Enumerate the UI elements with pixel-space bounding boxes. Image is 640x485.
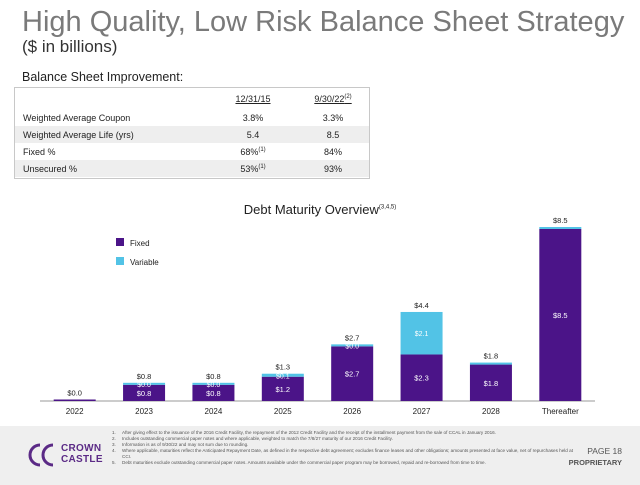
fixed-label-2025: $1.2 — [276, 385, 291, 394]
row-value-2015: 3.8% — [242, 113, 264, 123]
balance-sheet-heading: Balance Sheet Improvement: — [22, 70, 184, 84]
footnote-1: 1. After giving effect to the issuance of… — [112, 430, 496, 435]
row-value-2022: 84% — [323, 147, 342, 157]
row-value-2015: 5.4 — [246, 130, 260, 140]
total-label-2026: $2.7 — [345, 333, 360, 342]
bar-fixed-2026 — [331, 346, 374, 401]
crown-castle-logo-icon — [28, 443, 54, 467]
variable-label-2025: $0.1 — [276, 374, 290, 381]
fixed-label-2023: $0.8 — [137, 389, 152, 398]
bar-fixed-2022 — [53, 399, 96, 401]
footnote-5: 5. Debt maturities exclude outstanding co… — [112, 460, 486, 465]
footnote-4: 4. Where applicable, maturities reflect t… — [112, 448, 573, 459]
variable-label-2026: $0.0 — [345, 343, 359, 350]
bar-variable-2025 — [261, 373, 304, 377]
column-header-2015: 12/31/15 — [235, 94, 271, 104]
bar-variable-2028 — [469, 362, 512, 365]
legend-swatch-fixed — [116, 238, 124, 246]
legend-swatch-variable — [116, 257, 124, 265]
table-row: Weighted Average Life (yrs) 5.4 8.5 — [15, 126, 369, 143]
fixed-label-Thereafter: $8.5 — [553, 311, 568, 320]
table-row: Unsecured % 53%(1) 93% — [15, 160, 369, 177]
page-number: PAGE 18 — [587, 446, 622, 456]
total-label-2023: $0.8 — [137, 372, 152, 381]
row-value-2022: 93% — [323, 164, 342, 174]
balance-sheet-table: 12/31/15 9/30/22(2) Weighted Average Cou… — [14, 87, 370, 179]
row-value-2015: 68%(1) — [240, 147, 266, 157]
category-label-2025: 2025 — [274, 407, 292, 416]
category-label-Thereafter: Thereafter — [542, 407, 579, 416]
variable-label-2024: $0.0 — [207, 382, 221, 389]
bar-fixed-2025 — [261, 376, 304, 401]
bar-fixed-2023 — [123, 384, 166, 401]
variable-label-2027: $2.1 — [415, 331, 429, 338]
footnote-2: 2. Includes outstanding commercial paper … — [112, 436, 393, 441]
logo-wordmark: CROWN CASTLE — [61, 443, 103, 465]
bar-variable-2023 — [123, 382, 166, 385]
bar-fixed-2027 — [400, 354, 443, 401]
fixed-label-2024: $0.8 — [206, 389, 221, 398]
fixed-label-2027: $2.3 — [414, 374, 429, 383]
row-value-2022: 8.5 — [326, 130, 340, 140]
row-value-2015: 53%(1) — [240, 164, 266, 174]
total-label-2025: $1.3 — [276, 363, 291, 372]
page-title: High Quality, Low Risk Balance Sheet Str… — [22, 6, 625, 38]
bar-fixed-2028 — [469, 364, 512, 401]
proprietary-label: PROPRIETARY — [568, 458, 622, 467]
category-label-2024: 2024 — [205, 407, 223, 416]
bar-variable-Thereafter — [539, 227, 582, 229]
row-label: Unsecured % — [23, 164, 78, 174]
total-label-2028: $1.8 — [484, 352, 499, 361]
footer: CROWN CASTLE 1. After giving effect to th… — [0, 426, 640, 485]
category-label-2027: 2027 — [413, 407, 431, 416]
category-label-2028: 2028 — [482, 407, 500, 416]
legend-label-variable: Variable — [130, 258, 159, 267]
bar-fixed-Thereafter — [539, 229, 582, 401]
total-label-2027: $4.4 — [414, 301, 429, 310]
footnotes: 1. After giving effect to the issuance of… — [112, 430, 577, 466]
fixed-label-2026: $2.7 — [345, 370, 360, 379]
bar-variable-2026 — [331, 344, 374, 347]
debt-maturity-chart: $0.02022$0.8$0.8$0.02023$0.8$0.8$0.02024… — [40, 216, 595, 416]
fixed-label-2028: $1.8 — [484, 379, 499, 388]
total-label-Thereafter: $8.5 — [553, 216, 568, 225]
footnote-3: 3. Information is as of 9/30/22 and may n… — [112, 442, 249, 447]
table-row: Weighted Average Coupon 3.8% 3.3% — [15, 109, 369, 126]
crown-castle-logo: CROWN CASTLE — [24, 440, 114, 470]
row-label: Weighted Average Coupon — [23, 113, 131, 123]
bar-variable-2024 — [192, 382, 235, 385]
variable-label-2023: $0.0 — [137, 382, 151, 389]
bar-fixed-2024 — [192, 384, 235, 401]
page-subtitle: ($ in billions) — [22, 37, 118, 56]
total-label-2024: $0.8 — [206, 372, 221, 381]
category-label-2023: 2023 — [135, 407, 153, 416]
row-label: Fixed % — [23, 147, 56, 157]
row-value-2022: 3.3% — [322, 113, 344, 123]
row-label: Weighted Average Life (yrs) — [23, 130, 134, 140]
table-row: Fixed % 68%(1) 84% — [15, 143, 369, 160]
category-label-2022: 2022 — [66, 407, 84, 416]
column-header-2022: 9/30/22(2) — [314, 94, 352, 104]
chart-title: Debt Maturity Overview(3,4,5) — [243, 202, 397, 217]
legend-label-fixed: Fixed — [130, 239, 150, 248]
category-label-2026: 2026 — [343, 407, 361, 416]
bar-variable-2027 — [400, 311, 443, 355]
total-label-2022: $0.0 — [67, 389, 82, 398]
